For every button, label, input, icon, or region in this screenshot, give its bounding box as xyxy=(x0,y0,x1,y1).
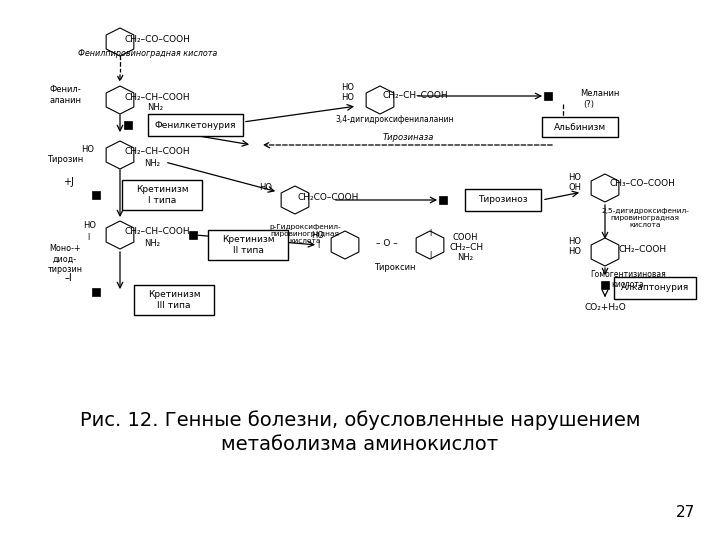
Text: HO: HO xyxy=(259,184,272,192)
Text: – O –: – O – xyxy=(376,239,398,247)
Text: CH₂–CH–COOH: CH₂–CH–COOH xyxy=(382,91,448,100)
Polygon shape xyxy=(281,186,309,214)
FancyBboxPatch shape xyxy=(124,121,132,129)
FancyBboxPatch shape xyxy=(208,230,288,260)
Text: Кретинизм
I типа: Кретинизм I типа xyxy=(135,185,189,205)
Text: OH: OH xyxy=(569,184,582,192)
Text: HO: HO xyxy=(84,220,96,230)
Text: CH₂–COOH: CH₂–COOH xyxy=(619,246,667,254)
Polygon shape xyxy=(366,86,394,114)
FancyBboxPatch shape xyxy=(542,117,618,137)
Text: HO: HO xyxy=(569,247,582,256)
Text: Рис. 12. Генные болезни, обусловленные нарушением: Рис. 12. Генные болезни, обусловленные н… xyxy=(80,410,640,430)
Text: CH₂–CH–COOH: CH₂–CH–COOH xyxy=(124,92,190,102)
FancyBboxPatch shape xyxy=(92,191,100,199)
Polygon shape xyxy=(106,221,134,249)
Text: Тирозиназа: Тирозиназа xyxy=(382,133,433,143)
Polygon shape xyxy=(106,86,134,114)
Text: CO₂+H₂O: CO₂+H₂O xyxy=(584,303,626,313)
Text: CH₂–CH–COOH: CH₂–CH–COOH xyxy=(124,147,190,157)
Text: Тирозин: Тирозин xyxy=(47,156,83,165)
Text: HO: HO xyxy=(312,231,325,240)
Text: (?): (?) xyxy=(583,99,594,109)
Text: COOH: COOH xyxy=(452,233,478,242)
Text: метаболизма аминокислот: метаболизма аминокислот xyxy=(221,435,499,455)
Text: CH₂–CO–COOH: CH₂–CO–COOH xyxy=(124,36,190,44)
Text: CH₂–CH–COOH: CH₂–CH–COOH xyxy=(124,227,190,237)
Text: I: I xyxy=(87,233,89,242)
Text: NH₂: NH₂ xyxy=(147,104,163,112)
Text: HO: HO xyxy=(341,93,354,103)
Text: –I: –I xyxy=(64,273,72,283)
Text: HO: HO xyxy=(81,145,94,153)
Text: NH₂: NH₂ xyxy=(144,159,160,167)
Text: CH₃–CO–COOH: CH₃–CO–COOH xyxy=(609,179,675,188)
FancyBboxPatch shape xyxy=(148,114,243,136)
Polygon shape xyxy=(331,231,359,259)
Text: +J: +J xyxy=(63,177,73,187)
Text: Кретинизм
II типа: Кретинизм II типа xyxy=(222,235,274,255)
Polygon shape xyxy=(591,174,619,202)
Text: Фенилкетонурия: Фенилкетонурия xyxy=(154,120,235,130)
FancyBboxPatch shape xyxy=(439,196,447,204)
FancyBboxPatch shape xyxy=(601,281,609,289)
Text: Гомогентизиновая
кислота: Гомогентизиновая кислота xyxy=(590,270,666,289)
Text: Моно-+
диод-
тирозин: Моно-+ диод- тирозин xyxy=(48,244,83,274)
Polygon shape xyxy=(416,231,444,259)
Text: I: I xyxy=(429,228,431,238)
Text: I: I xyxy=(429,251,431,260)
Text: Фенилпировиноградная кислота: Фенилпировиноградная кислота xyxy=(78,50,217,58)
Polygon shape xyxy=(106,141,134,169)
Text: 27: 27 xyxy=(676,505,695,520)
Text: Тироксин: Тироксин xyxy=(374,264,415,273)
FancyBboxPatch shape xyxy=(92,288,100,296)
Text: Альбинизм: Альбинизм xyxy=(554,123,606,132)
Text: NH₂: NH₂ xyxy=(457,253,473,262)
Text: 2,5-дигидроксифенил-
пировиноградная
кислота: 2,5-дигидроксифенил- пировиноградная кис… xyxy=(601,208,689,228)
Text: CH₂–CH: CH₂–CH xyxy=(450,242,484,252)
Text: p-Гидроксифенил-
пировиноградная
кислота: p-Гидроксифенил- пировиноградная кислота xyxy=(269,224,341,244)
Text: I: I xyxy=(317,241,319,251)
Text: NH₂: NH₂ xyxy=(144,239,160,247)
FancyBboxPatch shape xyxy=(122,180,202,210)
Text: Фенил-
аланин: Фенил- аланин xyxy=(49,85,81,105)
Text: HO: HO xyxy=(569,237,582,246)
Text: Меланин: Меланин xyxy=(580,89,619,98)
FancyBboxPatch shape xyxy=(134,285,214,315)
Text: Кретинизм
III типа: Кретинизм III типа xyxy=(148,291,200,310)
Text: CH₂CO–COOH: CH₂CO–COOH xyxy=(297,193,359,202)
Polygon shape xyxy=(591,238,619,266)
Text: HO: HO xyxy=(569,172,582,181)
FancyBboxPatch shape xyxy=(614,277,696,299)
FancyBboxPatch shape xyxy=(544,92,552,100)
Polygon shape xyxy=(106,28,134,56)
Text: HO: HO xyxy=(341,84,354,92)
Text: 3,4-дигидроксифенилаланин: 3,4-дигидроксифенилаланин xyxy=(336,116,454,125)
Text: Тирозиноз: Тирозиноз xyxy=(478,195,528,205)
FancyBboxPatch shape xyxy=(465,189,541,211)
Text: Алкаптонурия: Алкаптонурия xyxy=(621,284,689,293)
FancyBboxPatch shape xyxy=(189,231,197,239)
